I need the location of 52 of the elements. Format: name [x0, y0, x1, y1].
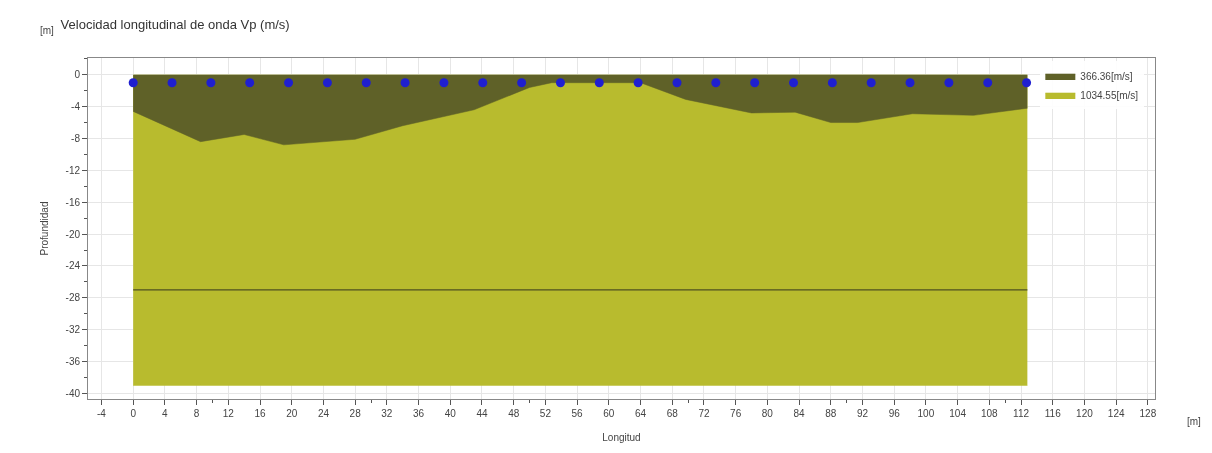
x-tick-label: 0 [130, 408, 137, 419]
x-tick-label: 68 [666, 408, 679, 419]
x-tick-label: 100 [917, 408, 935, 419]
x-tick-label: 52 [539, 408, 552, 419]
legend-label: 366.36[m/s] [1080, 70, 1133, 82]
x-tick-label: 88 [825, 408, 837, 419]
y-tick-label: -8 [71, 132, 81, 144]
x-tick-label: 4 [162, 408, 169, 419]
x-tick-label: 80 [761, 408, 774, 419]
x-tick-label: 112 [1013, 408, 1030, 419]
x-tick-label: 128 [1139, 408, 1157, 419]
x-tick-label: 108 [980, 408, 999, 419]
x-tick-label: 16 [254, 408, 267, 419]
text: [m] [40, 25, 55, 36]
x-tick-label: 84 [793, 408, 806, 419]
x-tick-label: 64 [634, 408, 647, 419]
x-tick-label: 120 [1076, 408, 1094, 419]
legend-label: 1034.55[m/s] [1080, 89, 1139, 101]
x-tick-label: 60 [603, 408, 615, 419]
x-tick-label: 44 [476, 408, 488, 419]
y-axis-title: Profundidad [38, 201, 50, 256]
y-tick-label: -36 [65, 356, 81, 368]
y-tick-label: -32 [65, 324, 81, 336]
chart-title: Velocidad longitudinal de onda Vp (m/s) [60, 17, 290, 33]
x-tick-label: 36 [413, 408, 425, 419]
y-tick-label: -28 [65, 292, 81, 304]
x-tick-label: -4 [97, 408, 107, 419]
y-tick-label: -16 [65, 196, 81, 208]
x-tick-label: 76 [730, 408, 742, 419]
x-tick-label: 32 [381, 408, 393, 419]
x-tick-label: 124 [1107, 408, 1125, 419]
x-axis-title: Longitud [602, 431, 641, 443]
x-tick-label: 72 [698, 408, 710, 419]
x-tick-label: 28 [349, 408, 362, 419]
x-tick-label: 92 [856, 408, 869, 419]
x-tick-label: 20 [286, 408, 298, 419]
x-tick-label: 48 [508, 408, 520, 419]
x-tick-label: 104 [949, 408, 967, 419]
y-tick-label: -24 [65, 260, 81, 272]
text: [m] [1187, 416, 1202, 427]
x-tick-label: 96 [888, 408, 901, 419]
x-tick-label: 8 [193, 408, 200, 419]
x-tick-label: 40 [444, 408, 457, 419]
x-tick-label: 116 [1044, 408, 1062, 419]
y-tick-label: -20 [65, 228, 81, 240]
y-tick-label: -40 [65, 387, 81, 399]
y-tick-label: -12 [65, 164, 81, 176]
x-tick-label: 12 [222, 408, 235, 419]
y-tick-label: 0 [74, 69, 81, 81]
x-tick-label: 56 [571, 408, 584, 419]
x-tick-label: 24 [317, 408, 330, 419]
y-tick-label: -4 [71, 101, 81, 113]
